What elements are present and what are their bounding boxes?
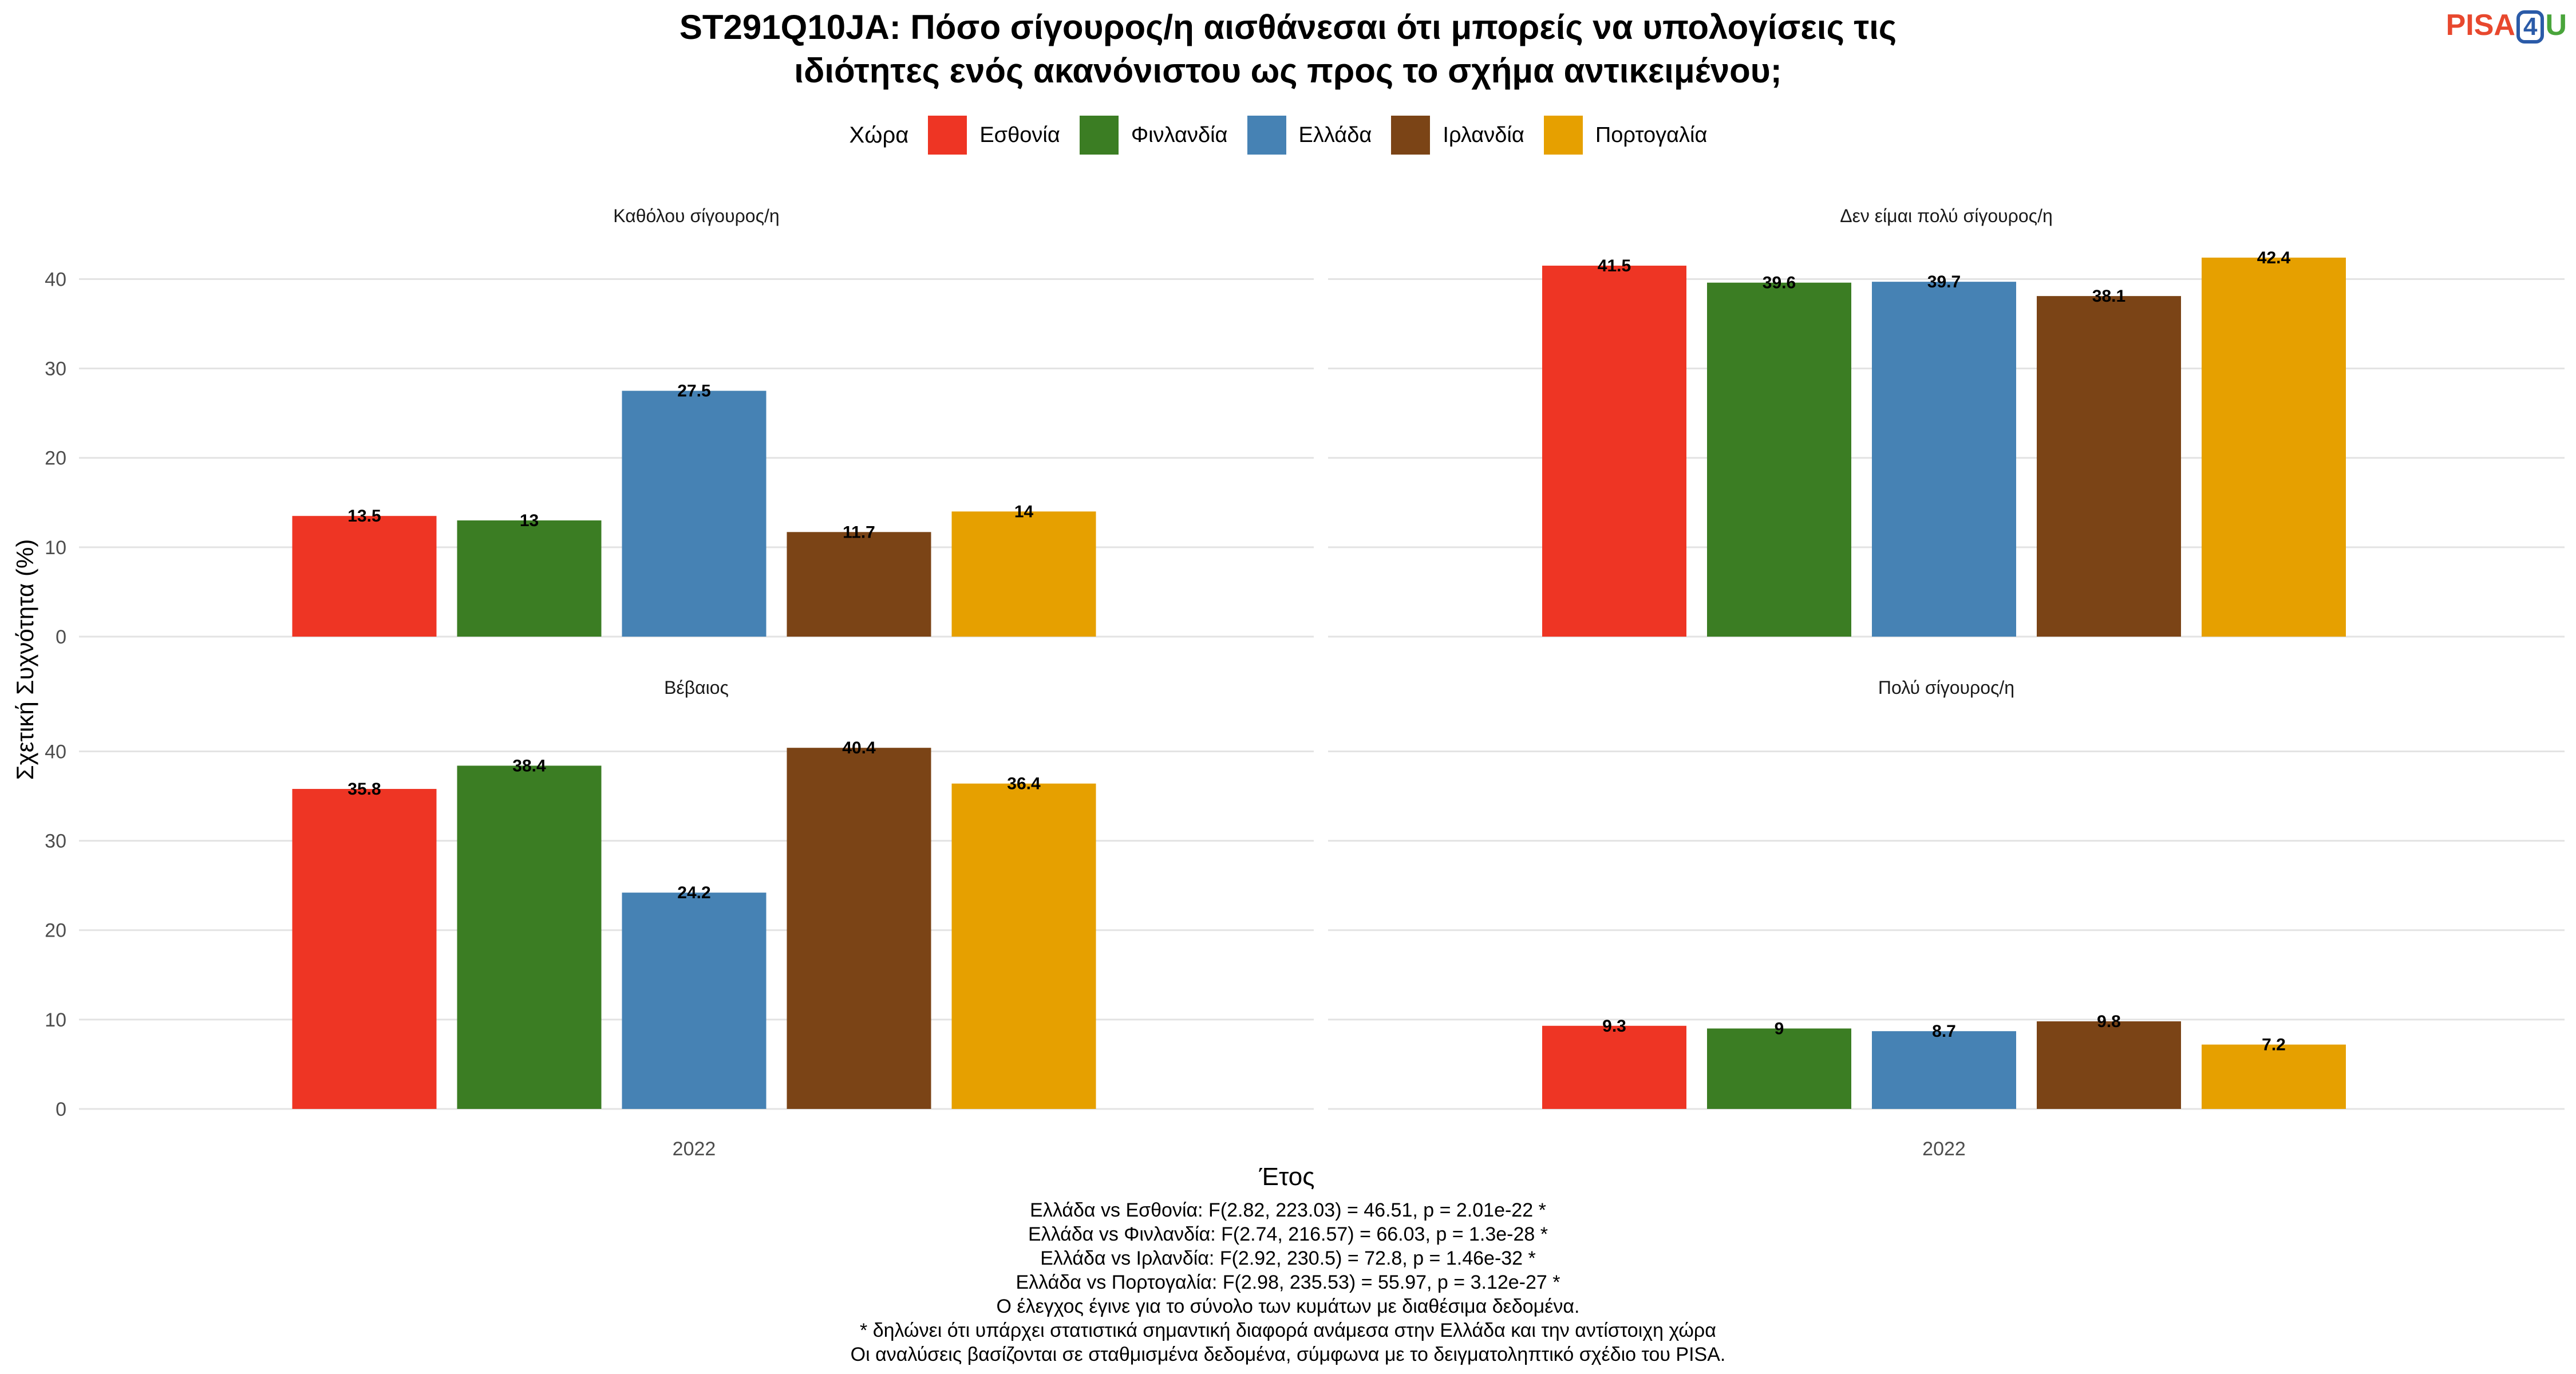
footnote-line: Ελλάδα vs Πορτογαλία: F(2.98, 235.53) = … xyxy=(1016,1272,1560,1293)
y-tick-label: 0 xyxy=(56,626,66,648)
bar xyxy=(457,520,602,637)
data-label: 35.8 xyxy=(347,780,381,799)
bar xyxy=(622,893,767,1109)
bar xyxy=(2202,257,2346,637)
bar xyxy=(951,511,1096,637)
footnote-line: Ελλάδα vs Ιρλανδία: F(2.92, 230.5) = 72.… xyxy=(1040,1247,1536,1269)
footnote-line: Ο έλεγχος έγινε για το σύνολο των κυμάτω… xyxy=(996,1296,1580,1317)
y-axis-label: Σχετική Συχνότητα (%) xyxy=(11,539,38,780)
data-label: 9 xyxy=(1775,1019,1784,1038)
facet-title: Πολύ σίγουρος/η xyxy=(1878,677,2014,698)
legend-swatch xyxy=(1391,116,1431,155)
data-label: 40.4 xyxy=(842,739,876,757)
bar xyxy=(292,789,437,1109)
data-label: 39.7 xyxy=(1927,273,1961,291)
facet-panel: Δεν είμαι πολύ σίγουρος/η 41.5 39.6 39.7 38.… xyxy=(1328,206,2565,638)
legend-label: Ιρλανδία xyxy=(1443,123,1524,147)
legend-swatch xyxy=(1079,116,1119,155)
bar xyxy=(457,765,602,1109)
legend-label: Εσθονία xyxy=(979,123,1060,147)
bar xyxy=(2037,296,2181,637)
facet-title: Δεν είμαι πολύ σίγουρος/η xyxy=(1840,206,2053,226)
chart-title-line-2: ιδιότητες ενός ακανόνιστου ως προς το σχ… xyxy=(794,52,1782,90)
bar xyxy=(2037,1021,2181,1109)
logo-suffix: U xyxy=(2545,9,2567,42)
bar xyxy=(1707,282,1851,637)
facet-panel: 0 10 20 30 40 Καθόλου σίγουρος/η 13.5 13 27.5 11.… xyxy=(45,206,1314,648)
y-tick-label: 40 xyxy=(45,269,66,290)
bar xyxy=(2202,1044,2346,1109)
data-label: 8.7 xyxy=(1932,1022,1956,1041)
bar xyxy=(1542,266,1686,637)
legend-item-estonia: Εσθονία xyxy=(928,116,1060,155)
data-label: 13 xyxy=(520,511,539,530)
legend-label: Φινλανδία xyxy=(1131,123,1228,147)
logo-digit: 4 xyxy=(2516,10,2545,44)
pisa4u-logo: PISA 4 U xyxy=(2446,8,2567,44)
legend-title: Χώρα xyxy=(849,122,909,148)
facet-title: Βέβαιος xyxy=(664,677,729,698)
chart-title: ST291Q10JA: Πόσο σίγουρος/η αισθάνεσαι ό… xyxy=(0,6,2576,93)
facet-title: Καθόλου σίγουρος/η xyxy=(613,206,779,226)
data-label: 11.7 xyxy=(843,523,875,542)
legend-item-ireland: Ιρλανδία xyxy=(1391,116,1524,155)
data-label: 14 xyxy=(1014,502,1034,521)
data-label: 42.4 xyxy=(2257,248,2291,267)
data-label: 24.2 xyxy=(677,883,710,902)
facet-panels: 0 10 20 30 40 Καθόλου σίγουρος/η 13.5 13 27.5 11.… xyxy=(45,206,2565,1160)
bar xyxy=(1707,1028,1851,1109)
x-tick-label: 2022 xyxy=(1922,1138,1966,1160)
legend-swatch xyxy=(1543,116,1583,155)
x-tick-label: 2022 xyxy=(673,1138,716,1160)
data-label: 9.8 xyxy=(2097,1012,2121,1031)
y-tick-label: 0 xyxy=(56,1099,66,1120)
y-tick-label: 30 xyxy=(45,358,66,380)
bar xyxy=(1872,1031,2016,1109)
faceted-bar-chart: Σχετική Συχνότητα (%) Έτος 0 10 20 30 40 Καθό… xyxy=(11,206,2565,1191)
legend: Χώρα Εσθονία Φινλανδία Ελλάδα Ιρλανδία Π… xyxy=(0,116,2576,155)
bar xyxy=(292,516,437,637)
chart-title-line-1: ST291Q10JA: Πόσο σίγουρος/η αισθάνεσαι ό… xyxy=(679,8,1897,46)
bar xyxy=(951,783,1096,1109)
data-label: 13.5 xyxy=(347,507,381,526)
y-tick-label: 40 xyxy=(45,741,66,763)
x-axis-label: Έτος xyxy=(1259,1163,1315,1191)
data-label: 38.1 xyxy=(2092,287,2125,306)
data-label: 38.4 xyxy=(512,756,546,775)
legend-item-finland: Φινλανδία xyxy=(1079,116,1228,155)
y-tick-label: 10 xyxy=(45,1009,66,1031)
data-label: 36.4 xyxy=(1007,775,1041,793)
footnote-line: Ελλάδα vs Φινλανδία: F(2.74, 216.57) = 6… xyxy=(1028,1223,1548,1245)
logo-prefix: PISA xyxy=(2445,9,2515,42)
footnote-line: Ελλάδα vs Εσθονία: F(2.82, 223.03) = 46.… xyxy=(1030,1199,1546,1221)
y-tick-label: 20 xyxy=(45,448,66,469)
bar xyxy=(1542,1025,1686,1109)
data-label: 39.6 xyxy=(1763,274,1796,293)
footnote-line: * δηλώνει ότι υπάρχει στατιστικά σημαντι… xyxy=(860,1320,1716,1341)
bar xyxy=(622,390,767,637)
footnotes: Ελλάδα vs Εσθονία: F(2.82, 223.03) = 46.… xyxy=(0,1198,2576,1367)
legend-label: Ελλάδα xyxy=(1298,123,1372,147)
legend-swatch xyxy=(1247,116,1286,155)
legend-item-greece: Ελλάδα xyxy=(1247,116,1372,155)
data-label: 7.2 xyxy=(2262,1036,2286,1055)
legend-item-portugal: Πορτογαλία xyxy=(1543,116,1708,155)
legend-swatch xyxy=(928,116,967,155)
data-label: 27.5 xyxy=(677,382,710,401)
bar xyxy=(787,748,931,1109)
data-label: 41.5 xyxy=(1598,256,1631,275)
footnote-line: Οι αναλύσεις βασίζονται σε σταθμισμένα δ… xyxy=(850,1344,1726,1365)
y-tick-label: 10 xyxy=(45,537,66,559)
bar xyxy=(1872,282,2016,637)
y-tick-label: 20 xyxy=(45,920,66,942)
facet-panel: 0 10 20 30 40 Βέβαιος 35.8 38.4 24.2 40.4 36.4 2022 xyxy=(45,677,1314,1160)
facet-panel: Πολύ σίγουρος/η 9.3 9 8.7 9.8 7.2 2022 xyxy=(1328,677,2565,1160)
y-tick-label: 30 xyxy=(45,831,66,852)
bar xyxy=(787,532,931,637)
data-label: 9.3 xyxy=(1602,1017,1626,1036)
legend-label: Πορτογαλία xyxy=(1595,123,1708,147)
